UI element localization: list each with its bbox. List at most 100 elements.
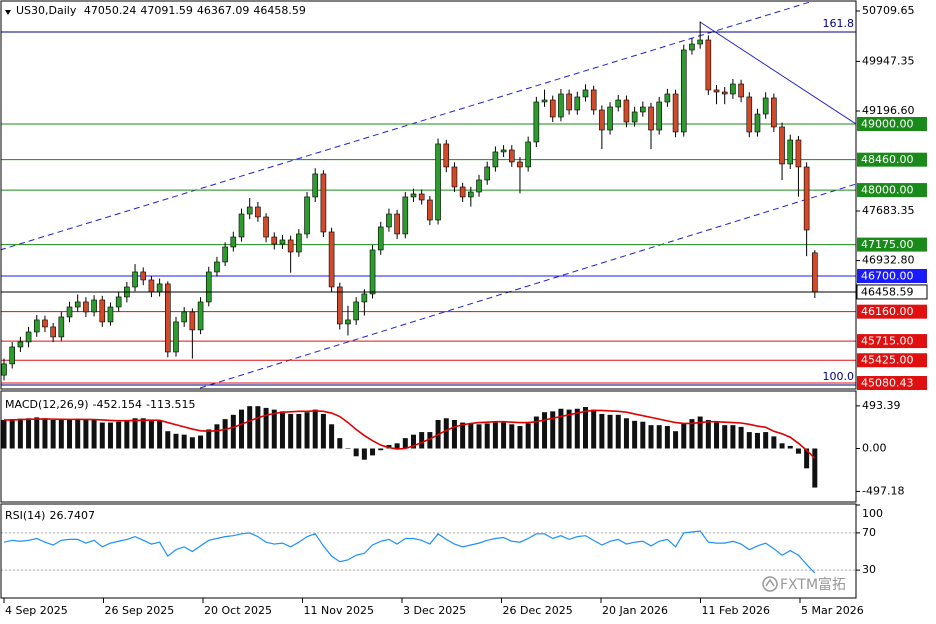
level-box	[857, 268, 927, 283]
macd-bar	[320, 413, 326, 449]
macd-bar	[312, 409, 318, 449]
x-tick-label: 20 Oct 2025	[204, 604, 272, 617]
macd-bar	[288, 413, 294, 449]
macd-bar	[664, 426, 670, 449]
macd-bar	[34, 417, 40, 449]
fibo-label: 161.8	[823, 17, 855, 30]
candle-body	[517, 161, 523, 168]
candle-body	[222, 246, 228, 263]
candle-body	[533, 101, 540, 143]
macd-bar	[42, 418, 48, 449]
macd-bar	[394, 443, 400, 449]
candle-body	[58, 316, 65, 338]
price-box	[856, 284, 928, 300]
candle-body	[345, 319, 351, 325]
macd-bar	[157, 420, 163, 449]
macd-bar	[697, 416, 703, 449]
macd-frame	[0, 390, 857, 503]
macd-bar	[386, 445, 392, 449]
macd-bar	[83, 419, 89, 449]
candle-body	[738, 83, 744, 98]
candle-body	[418, 193, 425, 201]
candle-body	[689, 43, 695, 51]
candle-body	[263, 216, 269, 238]
macd-bar	[345, 448, 351, 449]
candle-body	[42, 319, 48, 328]
macd-bar	[779, 443, 785, 449]
candle-body	[238, 213, 245, 238]
candle-body	[427, 199, 433, 221]
rsi-title: RSI(14)	[5, 509, 46, 522]
candle-body	[582, 89, 589, 98]
candle-body	[173, 321, 179, 353]
candle-body	[508, 149, 515, 163]
candle-body	[296, 233, 302, 253]
level-label: 47175.00	[861, 238, 914, 251]
macd-bar	[239, 409, 245, 449]
candle-body	[165, 283, 171, 353]
candle-body	[558, 93, 564, 118]
macd-bar	[247, 406, 253, 449]
macd-bar	[353, 448, 359, 457]
level-label: 46160.00	[861, 305, 914, 318]
macd-bar	[189, 437, 195, 449]
candle-body	[25, 331, 32, 343]
candle-body	[500, 149, 507, 153]
macd-bar	[558, 408, 564, 449]
level-label: 48460.00	[861, 153, 914, 166]
candle-body	[214, 261, 220, 273]
candle-body	[525, 141, 531, 168]
macd-bar	[99, 422, 105, 449]
candle-body	[279, 239, 286, 245]
candle-body	[599, 109, 605, 131]
candle-body	[443, 143, 450, 168]
macd-bar	[460, 422, 466, 449]
level-box	[857, 152, 927, 167]
macd-bar	[492, 422, 498, 449]
macd-bar	[705, 419, 711, 449]
level-box	[857, 304, 927, 319]
y-tick-label: 50709.65	[862, 4, 915, 17]
macd-bar	[124, 420, 130, 449]
y-tick-label: 493.39	[862, 399, 901, 412]
macd-bar	[255, 406, 261, 449]
candle-body	[66, 306, 73, 318]
level-box	[857, 183, 927, 198]
candle-body	[574, 96, 581, 111]
macd-bar	[533, 416, 539, 449]
candle-body	[566, 93, 572, 111]
y-tick-label: 46932.80	[862, 254, 915, 267]
macd-bar	[468, 423, 474, 449]
macd-bar	[795, 448, 801, 454]
macd-bar	[574, 408, 580, 449]
level-box	[857, 353, 927, 368]
candle-body	[377, 226, 384, 251]
macd-bar	[443, 418, 449, 449]
macd-bar	[107, 422, 113, 449]
candle-body	[721, 91, 728, 95]
macd-bar	[484, 423, 490, 449]
macd-bar	[206, 429, 212, 449]
candle-body	[713, 89, 720, 93]
watermark: FXTM富拓	[780, 576, 846, 593]
macd-bar	[271, 409, 277, 449]
candle-body	[230, 236, 237, 248]
channel-lower	[199, 183, 856, 389]
macd-bar	[451, 419, 457, 449]
level-label: 48000.00	[861, 184, 914, 197]
candle-body	[132, 271, 138, 288]
x-tick-label: 3 Dec 2025	[403, 604, 466, 617]
macd-bar	[419, 432, 425, 449]
candle-body	[771, 97, 777, 128]
macd-bar	[517, 426, 523, 449]
candle-body	[83, 301, 89, 313]
ohlc-high: 47091.59	[140, 4, 193, 17]
candle-body	[91, 299, 97, 313]
macd-bar	[763, 432, 769, 449]
macd-bar	[525, 423, 531, 449]
macd-bar	[222, 419, 228, 449]
header-icon	[5, 10, 11, 15]
candle-body	[762, 97, 769, 115]
macd-bar	[370, 448, 376, 456]
candle-body	[33, 319, 40, 333]
